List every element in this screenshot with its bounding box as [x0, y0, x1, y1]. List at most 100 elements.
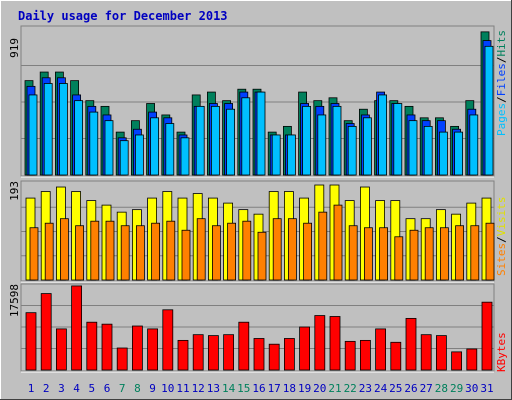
x-tick-label: 27 — [420, 382, 433, 395]
kbytes-bar — [375, 328, 387, 371]
sites-bar — [166, 220, 176, 281]
x-axis-labels: 1 2 3 4 5 6 7 8 9 10 11 12 13 14 15 16 17 18 19 20 21 22 23 24 2… — [28, 382, 494, 395]
sites-bar — [227, 222, 237, 281]
x-tick-label: 26 — [404, 382, 417, 395]
sites-bar — [485, 222, 495, 281]
kbytes-bar — [223, 334, 235, 371]
pages-bar — [210, 105, 220, 176]
x-tick-label: 2 — [43, 382, 50, 395]
legend-visits: Visits — [495, 197, 508, 237]
x-tick-label: 25 — [389, 382, 402, 395]
sites-bar — [135, 225, 145, 281]
kbytes-bar — [162, 309, 174, 371]
kbytes-bar — [147, 328, 159, 371]
sites-bar — [60, 218, 69, 281]
pages-bar — [28, 94, 38, 176]
kbytes-bar — [283, 338, 295, 371]
sites-bar — [394, 236, 404, 281]
x-tick-label: 29 — [450, 382, 463, 395]
kbytes-bar — [40, 293, 52, 371]
hits-files-pages-panel: 919 Pages/Files/Hits — [8, 25, 508, 178]
pages-bar — [104, 120, 114, 176]
sites-bar — [29, 227, 39, 281]
legend-hits: Hits — [495, 30, 508, 57]
sites-bar — [257, 231, 267, 281]
sites-bar — [287, 218, 297, 281]
legend-pages: Pages — [495, 103, 508, 136]
x-tick-label: 22 — [344, 382, 357, 395]
x-tick-label: 9 — [149, 382, 156, 395]
sites-bar — [348, 225, 358, 281]
visits-legend: Sites/Visits — [495, 197, 508, 277]
x-tick-label: 31 — [480, 382, 493, 395]
kbytes-bar — [451, 351, 463, 371]
x-tick-label: 13 — [207, 382, 220, 395]
kbytes-bar — [86, 321, 98, 371]
pages-bar — [378, 94, 388, 176]
sites-bar — [470, 225, 480, 281]
pages-bar — [180, 137, 190, 176]
x-tick-label: 30 — [465, 382, 478, 395]
pages-bar — [43, 83, 53, 176]
sites-bar — [151, 222, 161, 281]
sites-bar — [181, 229, 191, 281]
pages-bar — [150, 117, 160, 176]
pages-bar — [119, 140, 129, 176]
x-tick-label: 11 — [176, 382, 189, 395]
sites-bar — [318, 211, 328, 281]
kbytes-bar — [192, 334, 204, 371]
chart-title: Daily usage for December 2013 — [18, 9, 228, 23]
x-tick-label: 17 — [268, 382, 281, 395]
kbytes-bar — [238, 321, 250, 371]
sites-bar — [120, 225, 130, 281]
sites-bar — [439, 227, 449, 281]
pages-bar — [302, 105, 312, 176]
pages-bar — [256, 91, 266, 176]
kbytes-bar — [177, 339, 189, 371]
legend-sep-3: / — [495, 236, 508, 243]
pages-bar — [195, 105, 205, 176]
hits-max-label: 919 — [8, 38, 21, 58]
x-tick-label: 15 — [237, 382, 250, 395]
pages-bar — [89, 111, 99, 176]
x-tick-label: 1 — [28, 382, 35, 395]
x-tick-label: 10 — [161, 382, 174, 395]
pages-bar — [408, 120, 418, 176]
chart-bars — [21, 31, 495, 371]
visits-sites-panel: 193 Sites/Visits — [8, 180, 508, 283]
kbytes-bar — [420, 334, 432, 371]
x-tick-label: 3 — [58, 382, 65, 395]
pages-bar — [226, 108, 236, 176]
pages-bar — [286, 134, 296, 176]
sites-bar — [211, 225, 221, 281]
pages-bar — [393, 103, 403, 176]
x-tick-label: 14 — [222, 382, 236, 395]
legend-kbytes: KBytes — [495, 332, 508, 372]
x-tick-label: 8 — [134, 382, 141, 395]
legend-sep-2: / — [495, 57, 508, 64]
pages-bar — [423, 125, 433, 176]
x-tick-label: 19 — [298, 382, 311, 395]
sites-bar — [75, 225, 84, 281]
legend-sep-1: / — [495, 96, 508, 103]
kbytes-bar — [329, 316, 341, 371]
pages-bar — [469, 114, 479, 176]
sites-bar — [409, 229, 419, 281]
pages-bar — [317, 114, 327, 176]
x-tick-label: 7 — [119, 382, 126, 395]
sites-bar — [379, 227, 389, 281]
kbytes-bar — [390, 341, 402, 371]
pages-bar — [332, 105, 342, 176]
kbytes-bar — [466, 348, 478, 371]
x-tick-label: 21 — [328, 382, 341, 395]
sites-bar — [363, 227, 373, 281]
kbytes-bar — [116, 347, 128, 371]
visits-max-label: 193 — [8, 181, 21, 201]
kbytes-bar — [359, 339, 371, 371]
pages-bar — [74, 100, 83, 176]
pages-bar — [271, 134, 281, 176]
sites-bar — [242, 220, 252, 281]
